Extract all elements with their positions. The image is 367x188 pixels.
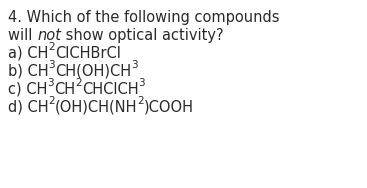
Text: CHClCH: CHClCH [82,82,138,97]
Text: 3: 3 [47,79,54,89]
Text: 2: 2 [138,96,144,106]
Text: show optical activity?: show optical activity? [61,28,224,43]
Text: (OH)CH(NH: (OH)CH(NH [55,100,138,115]
Text: 3: 3 [138,79,145,89]
Text: CH(OH)CH: CH(OH)CH [55,64,131,79]
Text: b) CH: b) CH [8,64,48,79]
Text: )COOH: )COOH [144,100,195,115]
Text: 2: 2 [48,42,55,52]
Text: 3: 3 [48,61,55,70]
Text: c) CH: c) CH [8,82,47,97]
Text: a) CH: a) CH [8,46,48,61]
Text: CH: CH [54,82,75,97]
Text: 2: 2 [48,96,55,106]
Text: d) CH: d) CH [8,100,48,115]
Text: 3: 3 [131,61,138,70]
Text: not: not [37,28,61,43]
Text: will: will [8,28,37,43]
Text: 4. Which of the following compounds: 4. Which of the following compounds [8,10,280,25]
Text: ClCHBrCl: ClCHBrCl [55,46,121,61]
Text: 2: 2 [75,79,82,89]
